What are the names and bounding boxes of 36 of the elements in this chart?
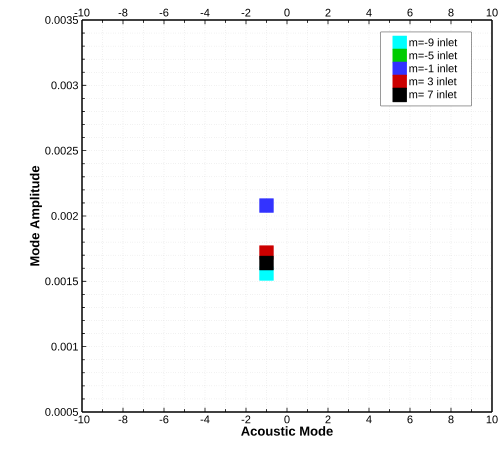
x2-tick-label: 8 (448, 416, 454, 424)
legend-label: m= 3 inlet (409, 77, 457, 86)
x2-tick-label: 2 (325, 416, 331, 424)
x-tick-label: 2 (325, 8, 331, 16)
y-tick-label: 0.0005 (45, 408, 78, 416)
x-tick-label: 0 (284, 8, 290, 16)
y-tick-label: 0.0015 (45, 277, 78, 286)
y-tick-label: 0.002 (51, 212, 78, 220)
y-tick-label: 0.0035 (45, 16, 78, 24)
y-tick-label: 0.0025 (45, 146, 78, 155)
x-tick-label: -10 (74, 8, 90, 16)
x2-tick-label: -8 (118, 416, 128, 424)
legend-label: m= 7 inlet (409, 90, 457, 98)
x2-tick-label: 0 (284, 416, 290, 424)
x-axis-title: Acoustic Mode (241, 426, 333, 436)
legend-label: m=-5 inlet (409, 51, 458, 60)
x2-tick-label: 6 (408, 416, 413, 424)
x-tick-label: 4 (366, 8, 372, 16)
x2-tick-label: 4 (366, 416, 372, 424)
x-tick-label: 6 (408, 8, 413, 16)
x2-tick-label: 10 (486, 416, 498, 424)
x2-tick-label: -10 (74, 416, 90, 424)
x-tick-label: -4 (200, 8, 210, 16)
x2-tick-label: -2 (242, 416, 250, 424)
x-tick-label: -6 (160, 8, 168, 16)
y-tick-label: 0.003 (51, 81, 78, 90)
x2-tick-label: -6 (160, 416, 168, 424)
y-axis-title: Mode Amplitude (30, 166, 42, 266)
legend-label: m=-1 inlet (409, 64, 458, 72)
legend-label: m=-9 inlet (409, 38, 458, 46)
x-tick-label: -8 (118, 8, 128, 16)
x-tick-label: -2 (242, 8, 250, 16)
x-tick-label: 8 (448, 8, 454, 16)
y-tick-label: 0.001 (51, 342, 78, 351)
x-tick-label: 10 (486, 8, 498, 16)
x2-tick-label: -4 (200, 416, 210, 424)
